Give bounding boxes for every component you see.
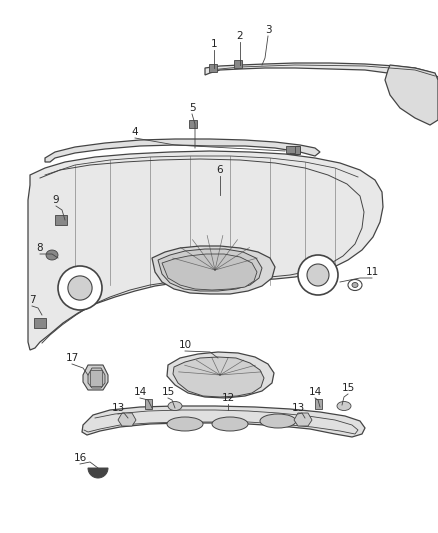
Wedge shape xyxy=(88,468,108,478)
Text: 4: 4 xyxy=(132,127,138,137)
Text: 3: 3 xyxy=(265,25,271,35)
Bar xyxy=(55,215,67,225)
Text: 14: 14 xyxy=(308,387,321,397)
Polygon shape xyxy=(83,365,108,390)
Bar xyxy=(234,60,242,68)
Text: 12: 12 xyxy=(221,393,235,403)
Bar xyxy=(145,399,152,409)
Bar xyxy=(286,146,295,153)
Text: 2: 2 xyxy=(237,31,244,41)
Bar xyxy=(290,146,300,154)
Bar xyxy=(315,399,322,409)
Text: 13: 13 xyxy=(291,403,304,413)
Text: 7: 7 xyxy=(28,295,35,305)
Polygon shape xyxy=(158,249,262,291)
Polygon shape xyxy=(45,139,320,162)
Polygon shape xyxy=(173,357,264,397)
Polygon shape xyxy=(90,370,102,386)
Polygon shape xyxy=(205,63,438,83)
Circle shape xyxy=(298,255,338,295)
Text: 5: 5 xyxy=(189,103,195,113)
Text: 10: 10 xyxy=(178,340,191,350)
Text: 1: 1 xyxy=(211,39,217,49)
Polygon shape xyxy=(167,352,274,398)
Polygon shape xyxy=(152,246,275,294)
Text: 6: 6 xyxy=(217,165,223,175)
Text: 8: 8 xyxy=(37,243,43,253)
Text: 17: 17 xyxy=(65,353,79,363)
Text: 15: 15 xyxy=(341,383,355,393)
Circle shape xyxy=(58,266,102,310)
Bar xyxy=(209,64,217,72)
Text: 13: 13 xyxy=(111,403,125,413)
Bar xyxy=(34,318,46,328)
Polygon shape xyxy=(162,254,257,290)
Ellipse shape xyxy=(260,414,296,428)
Circle shape xyxy=(68,276,92,300)
Ellipse shape xyxy=(212,417,248,431)
Ellipse shape xyxy=(337,401,351,410)
Ellipse shape xyxy=(46,250,58,260)
Text: 9: 9 xyxy=(53,195,59,205)
Circle shape xyxy=(307,264,329,286)
Text: 11: 11 xyxy=(365,267,378,277)
Text: 16: 16 xyxy=(74,453,87,463)
Polygon shape xyxy=(385,65,438,125)
Bar xyxy=(189,120,197,128)
Ellipse shape xyxy=(168,401,182,410)
Polygon shape xyxy=(28,151,383,350)
Polygon shape xyxy=(82,406,365,437)
Polygon shape xyxy=(294,413,312,426)
Ellipse shape xyxy=(352,282,358,287)
Ellipse shape xyxy=(167,417,203,431)
Text: 14: 14 xyxy=(134,387,147,397)
Polygon shape xyxy=(88,368,105,388)
Text: 15: 15 xyxy=(161,387,175,397)
Polygon shape xyxy=(118,413,136,426)
Ellipse shape xyxy=(348,279,362,290)
